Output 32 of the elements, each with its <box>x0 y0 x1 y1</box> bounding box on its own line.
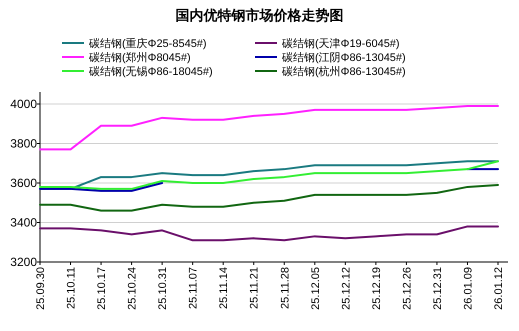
x-tick-label: 25.10.24 <box>126 267 139 310</box>
x-tick-label: 25.12.12 <box>340 267 352 310</box>
line-series <box>39 184 499 212</box>
x-tick-label: 25.10.17 <box>96 267 108 310</box>
x-tick-label: 25.12.05 <box>310 267 322 310</box>
line-series <box>39 160 499 190</box>
x-tick-label: 25.12.19 <box>370 267 383 310</box>
y-tick-label: 3600 <box>10 176 38 190</box>
y-tick-label: 3800 <box>10 136 38 150</box>
x-tick-label: 25.10.31 <box>157 267 170 310</box>
x-tick-label: 25.11.28 <box>279 267 292 310</box>
x-tick-label: 26.01.09 <box>462 267 474 310</box>
y-tick-label: 4000 <box>10 97 38 111</box>
legend-label: 碳结钢(天津Φ19-6045#) <box>281 37 400 50</box>
y-tick-label: 3200 <box>10 255 38 269</box>
x-tick-label: 25.11.21 <box>248 267 261 310</box>
legend-label: 碳结钢(无锡Φ86-18045#) <box>88 65 213 78</box>
x-tick-label: 26.01.12 <box>493 267 505 310</box>
line-series <box>39 104 499 150</box>
y-tick-label: 3400 <box>10 216 38 230</box>
legend-label: 碳结钢(重庆Φ25-8545#) <box>88 37 207 50</box>
legend-label: 碳结钢(杭州Φ86-13045#) <box>281 65 406 78</box>
chart-title: 国内优特钢市场价格走势图 <box>176 7 344 23</box>
legend-label: 碳结钢(江阴Φ86-13045#) <box>281 51 406 64</box>
x-tick-label: 25.12.26 <box>401 267 414 310</box>
x-tick-label: 25.10.11 <box>66 267 78 310</box>
x-tick-label: 25.12.31 <box>432 267 444 310</box>
line-series <box>39 225 499 242</box>
legend-label: 碳结钢(郑州Φ8045#) <box>88 51 191 64</box>
x-tick-label: 25.11.07 <box>188 267 200 310</box>
x-tick-label: 25.09.30 <box>35 267 47 310</box>
x-tick-label: 25.11.14 <box>218 267 230 310</box>
